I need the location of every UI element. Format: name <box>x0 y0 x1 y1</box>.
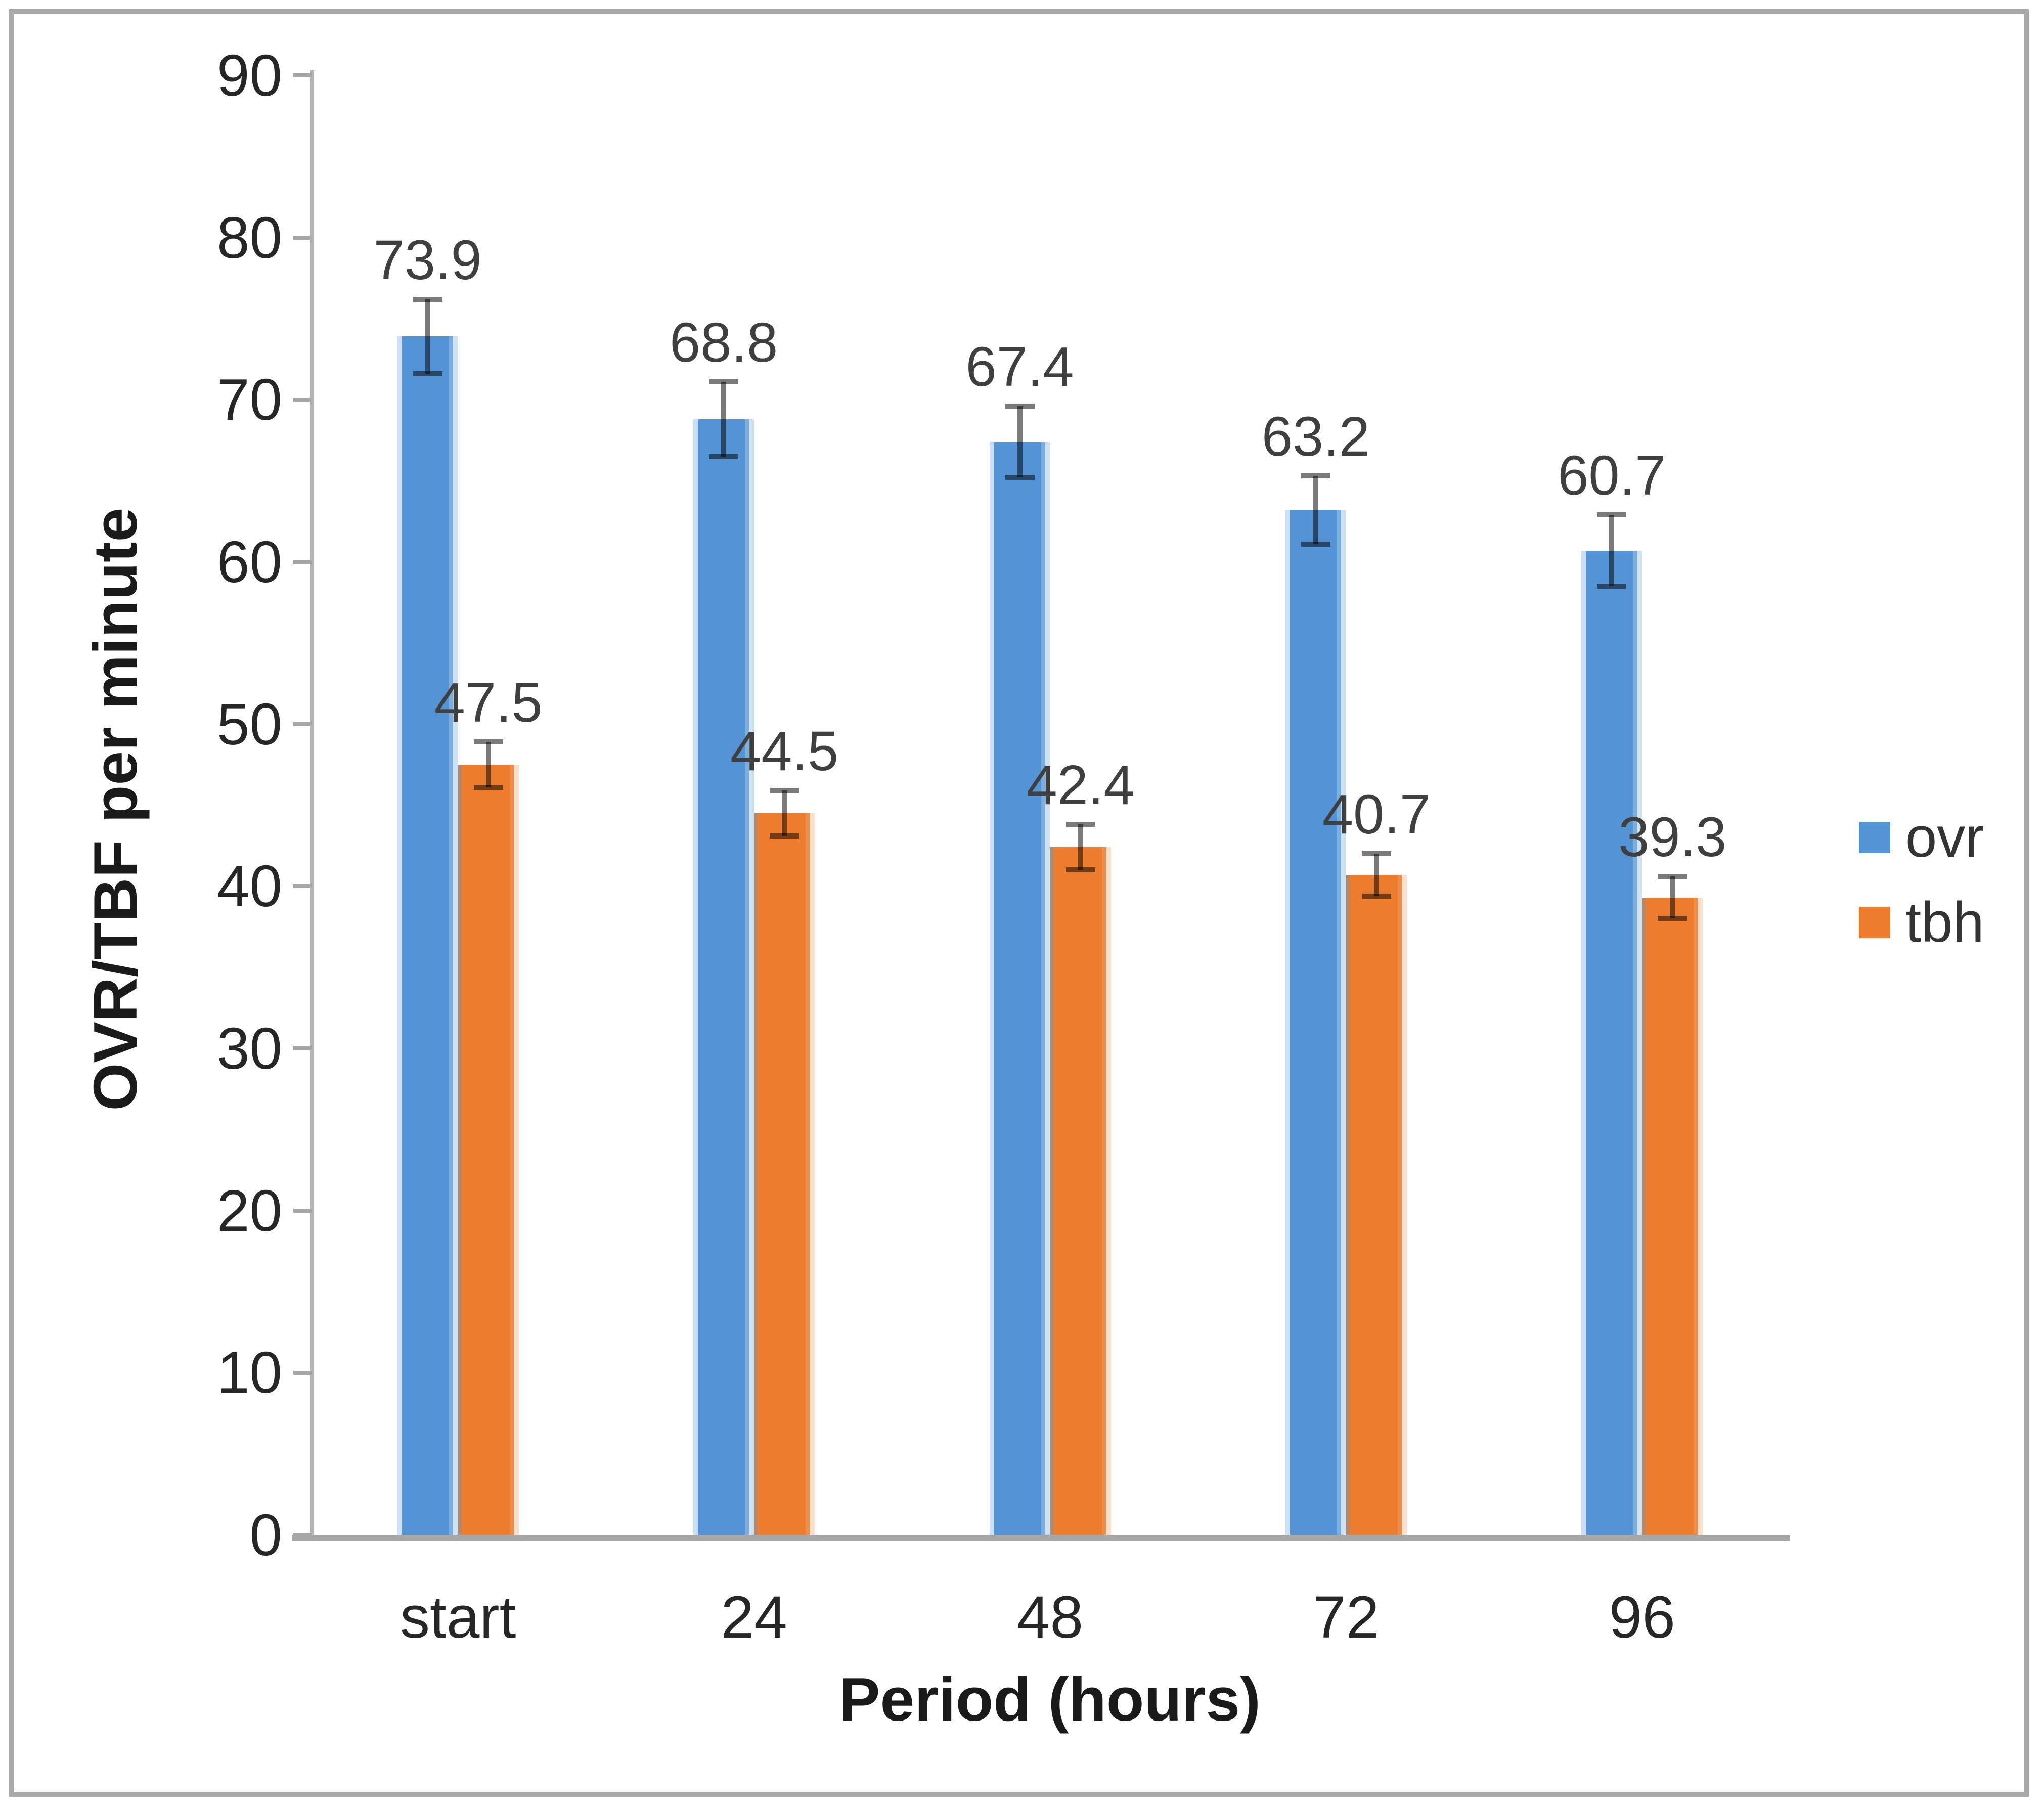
error-cap-bottom-tbh-96 <box>1658 916 1687 921</box>
y-tick-mark <box>293 1533 312 1537</box>
error-cap-bottom-ovr-96 <box>1597 584 1627 589</box>
error-cap-bottom-tbh-72 <box>1361 893 1391 899</box>
error-cap-bottom-tbh-48 <box>1065 867 1095 873</box>
bar-tbh-72 <box>1346 874 1407 1535</box>
data-label-tbh-72: 40.7 <box>1322 783 1431 846</box>
legend-item-ovr: ovr <box>1859 809 1984 866</box>
error-cap-top-tbh-72 <box>1361 851 1391 857</box>
y-tick-label: 90 <box>216 42 282 108</box>
error-bar-tbh-96 <box>1670 876 1675 919</box>
bar-tbh-start <box>458 764 519 1535</box>
error-cap-top-ovr-24 <box>709 379 739 385</box>
y-tick-mark <box>293 560 312 564</box>
y-tick-mark <box>293 1208 312 1213</box>
error-cap-top-ovr-48 <box>1005 404 1035 409</box>
y-tick-mark <box>293 73 312 77</box>
y-tick-mark <box>293 722 312 726</box>
error-cap-bottom-ovr-48 <box>1005 475 1035 480</box>
x-tick-label-96: 96 <box>1609 1584 1675 1651</box>
y-tick-mark <box>293 398 312 402</box>
legend: ovr tbh <box>1859 809 1984 951</box>
data-label-ovr-96: 60.7 <box>1558 445 1666 507</box>
data-label-ovr-72: 63.2 <box>1261 406 1370 468</box>
x-axis-line <box>292 1535 1790 1541</box>
bar-ovr-24 <box>693 419 754 1535</box>
error-cap-top-ovr-start <box>413 296 442 302</box>
y-tick-label: 10 <box>216 1340 282 1406</box>
y-tick-mark <box>293 884 312 889</box>
bar-ovr-72 <box>1285 510 1346 1535</box>
error-bar-ovr-72 <box>1313 476 1318 544</box>
error-bar-ovr-96 <box>1609 515 1615 587</box>
error-bar-tbh-start <box>485 741 491 787</box>
legend-swatch-ovr <box>1859 822 1890 853</box>
bar-ovr-96 <box>1581 550 1642 1535</box>
data-label-ovr-start: 73.9 <box>373 229 482 291</box>
error-cap-bottom-tbh-24 <box>770 833 799 839</box>
x-tick-label-24: 24 <box>721 1584 787 1651</box>
x-tick-label-72: 72 <box>1313 1584 1380 1651</box>
y-tick-label: 80 <box>216 204 282 271</box>
data-label-tbh-96: 39.3 <box>1618 806 1727 869</box>
legend-label-ovr: ovr <box>1905 806 1984 869</box>
bar-tbh-48 <box>1050 847 1111 1535</box>
x-tick-label-start: start <box>399 1584 516 1651</box>
y-tick-label: 0 <box>249 1502 282 1568</box>
x-tick-label-48: 48 <box>1016 1584 1084 1651</box>
bar-ovr-start <box>397 336 458 1535</box>
bar-tbh-96 <box>1642 897 1703 1535</box>
bar-ovr-48 <box>989 442 1050 1535</box>
y-tick-label: 20 <box>216 1177 282 1244</box>
y-tick-label: 70 <box>216 367 282 433</box>
data-label-tbh-start: 47.5 <box>434 671 543 734</box>
error-bar-ovr-24 <box>721 382 727 457</box>
y-axis-line <box>310 70 314 1540</box>
y-tick-label: 30 <box>216 1016 282 1081</box>
y-tick-mark <box>293 235 312 240</box>
x-axis-title: Period (hours) <box>839 1665 1261 1734</box>
error-bar-ovr-start <box>425 299 430 374</box>
y-tick-mark <box>293 1046 312 1050</box>
error-cap-top-ovr-96 <box>1597 512 1627 517</box>
error-cap-bottom-ovr-72 <box>1301 541 1330 547</box>
data-label-tbh-24: 44.5 <box>730 720 839 783</box>
error-bar-tbh-48 <box>1078 824 1083 870</box>
y-tick-mark <box>293 1371 312 1375</box>
y-axis-title: OVR/TBF per minute <box>81 507 150 1111</box>
error-bar-tbh-24 <box>782 790 787 836</box>
error-bar-tbh-72 <box>1373 854 1379 896</box>
data-label-ovr-24: 68.8 <box>670 312 778 374</box>
data-label-tbh-48: 42.4 <box>1026 754 1135 817</box>
bar-tbh-24 <box>754 813 815 1535</box>
y-tick-label: 50 <box>216 691 282 757</box>
legend-swatch-tbh <box>1859 907 1890 938</box>
error-cap-bottom-ovr-start <box>413 371 442 377</box>
data-label-ovr-48: 67.4 <box>965 336 1074 399</box>
error-cap-top-ovr-72 <box>1301 473 1330 479</box>
error-cap-top-tbh-96 <box>1658 874 1687 879</box>
y-tick-label: 40 <box>216 853 282 919</box>
error-cap-top-tbh-24 <box>770 788 799 793</box>
error-cap-bottom-tbh-start <box>473 784 503 790</box>
error-cap-top-tbh-48 <box>1065 822 1095 827</box>
legend-item-tbh: tbh <box>1859 894 1984 951</box>
error-bar-ovr-48 <box>1017 406 1023 478</box>
legend-label-tbh: tbh <box>1905 891 1984 954</box>
error-cap-top-tbh-start <box>473 739 503 744</box>
y-tick-label: 60 <box>216 529 282 595</box>
error-cap-bottom-ovr-24 <box>709 454 739 459</box>
